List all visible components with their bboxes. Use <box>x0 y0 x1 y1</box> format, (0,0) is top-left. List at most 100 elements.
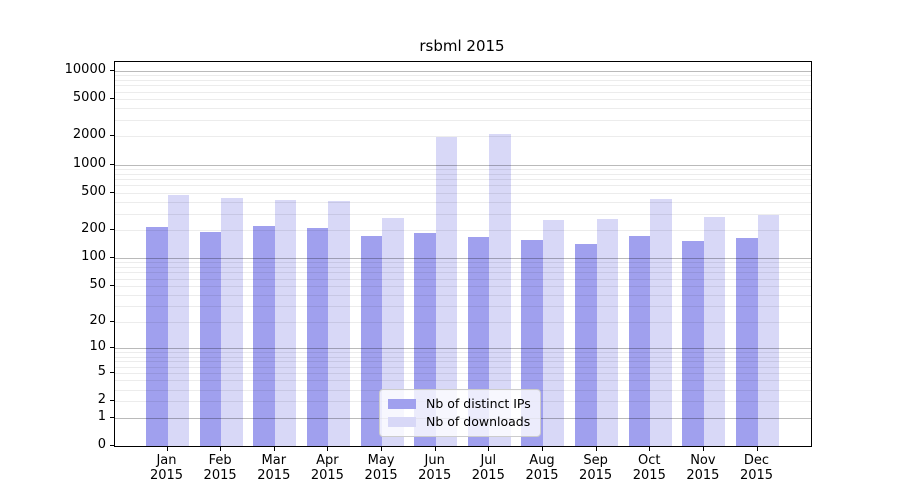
bar-distinct-ips-nov <box>682 241 704 446</box>
y-tick-label: 20 <box>89 313 106 328</box>
gridline-minor <box>115 213 811 215</box>
bar-downloads-sep <box>596 219 619 446</box>
bar-distinct-ips-jan <box>146 227 168 446</box>
y-tick-mark <box>110 416 114 418</box>
bar-downloads-jan <box>167 195 189 446</box>
gridline-minor <box>115 91 811 93</box>
x-tick-label-sep: Sep 2015 <box>579 453 613 483</box>
gridline-major <box>115 164 811 166</box>
bar-downloads-jul <box>489 134 511 446</box>
bar-distinct-ips-apr <box>306 227 329 446</box>
gridline-minor <box>115 373 811 374</box>
x-tick-label-jan: Jan 2015 <box>149 453 184 483</box>
y-tick-label: 2000 <box>72 127 106 143</box>
y-tick-mark <box>110 135 114 137</box>
y-tick-label: 10000 <box>64 61 106 77</box>
x-tick-label-may: May 2015 <box>364 453 398 483</box>
bar-downloads-aug <box>542 219 565 446</box>
gridline-minor <box>115 85 811 87</box>
gridline-minor <box>115 136 811 138</box>
y-tick-label: 0 <box>97 437 106 452</box>
bar-distinct-ips-oct <box>628 236 651 446</box>
gridline-minor <box>115 108 811 110</box>
gridline-minor <box>115 356 811 358</box>
gridline-minor <box>115 322 811 323</box>
x-tick-mark <box>595 447 597 451</box>
gridline-major <box>115 70 811 72</box>
y-tick-label: 2 <box>97 392 106 408</box>
x-tick-label-oct: Oct 2015 <box>632 453 666 483</box>
gridline-minor <box>115 278 811 280</box>
gridline-minor <box>115 230 811 231</box>
plot-area: Nb of distinct IPs Nb of downloads <box>114 61 812 447</box>
gridline-minor <box>115 75 811 77</box>
y-tick-mark <box>110 284 114 286</box>
y-tick-label: 50 <box>89 276 106 292</box>
y-tick-mark <box>110 69 114 71</box>
x-tick-mark <box>273 447 275 451</box>
bar-downloads-nov <box>703 216 726 446</box>
y-tick-mark <box>110 191 114 193</box>
y-tick-mark <box>110 163 114 165</box>
y-tick-label: 10 <box>89 339 106 355</box>
gridline-minor <box>115 294 811 296</box>
gridline-minor <box>115 168 811 170</box>
y-tick-label: 5 <box>97 364 106 379</box>
gridline-minor <box>115 185 811 187</box>
gridline-major <box>115 258 811 259</box>
gridline-minor <box>115 272 811 274</box>
bar-downloads-dec <box>757 215 780 446</box>
x-tick-mark <box>488 447 490 451</box>
bar-distinct-ips-may <box>360 235 383 446</box>
y-tick-mark <box>110 372 114 373</box>
gridline-minor <box>115 366 811 368</box>
legend-row-downloads: Nb of downloads <box>380 415 540 429</box>
gridline-minor <box>115 99 811 100</box>
gridline-minor <box>115 285 811 287</box>
y-tick-mark <box>110 257 114 258</box>
gridline-minor <box>115 306 811 308</box>
gridline-minor <box>115 119 811 121</box>
y-tick-mark <box>110 98 114 99</box>
gridline-minor <box>115 179 811 181</box>
legend-label-downloads: Nb of downloads <box>426 414 531 429</box>
legend-row-distinct-ips: Nb of distinct IPs <box>380 397 540 411</box>
y-tick-mark <box>110 445 114 446</box>
x-tick-mark <box>381 447 383 451</box>
x-tick-label-apr: Apr 2015 <box>310 453 344 483</box>
y-tick-mark <box>110 229 114 230</box>
gridline-minor <box>115 79 811 81</box>
gridline-minor <box>115 361 811 363</box>
bar-distinct-ips-feb <box>199 232 222 446</box>
y-tick-label: 500 <box>81 183 106 199</box>
bar-downloads-jun <box>435 137 458 446</box>
x-tick-mark <box>649 447 651 451</box>
y-tick-label: 1000 <box>72 155 106 171</box>
legend: Nb of distinct IPs Nb of downloads <box>379 389 541 437</box>
x-tick-label-mar: Mar 2015 <box>257 453 291 483</box>
gridline-minor <box>115 192 811 194</box>
x-tick-label-jul: Jul 2015 <box>471 453 505 483</box>
bar-downloads-apr <box>328 201 350 446</box>
x-tick-mark <box>434 447 436 451</box>
y-tick-mark <box>110 321 114 322</box>
y-tick-label: 5000 <box>72 90 106 105</box>
x-tick-label-jun: Jun 2015 <box>418 453 452 483</box>
x-tick-label-feb: Feb 2015 <box>203 453 237 483</box>
y-tick-label: 100 <box>81 249 106 264</box>
x-tick-mark <box>542 447 543 451</box>
x-tick-mark <box>220 447 222 451</box>
y-tick-label: 200 <box>81 221 106 236</box>
chart-title: rsbml 2015 <box>419 37 505 55</box>
bar-distinct-ips-dec <box>736 237 758 446</box>
x-tick-mark <box>702 447 704 451</box>
legend-swatch-downloads <box>388 417 416 427</box>
bar-downloads-mar <box>274 200 297 446</box>
gridline-minor <box>115 201 811 203</box>
gridline-minor <box>115 173 811 175</box>
bar-downloads-oct <box>650 198 672 446</box>
x-tick-mark <box>166 447 168 451</box>
gridline-minor <box>115 380 811 382</box>
x-tick-label-nov: Nov 2015 <box>686 453 720 483</box>
